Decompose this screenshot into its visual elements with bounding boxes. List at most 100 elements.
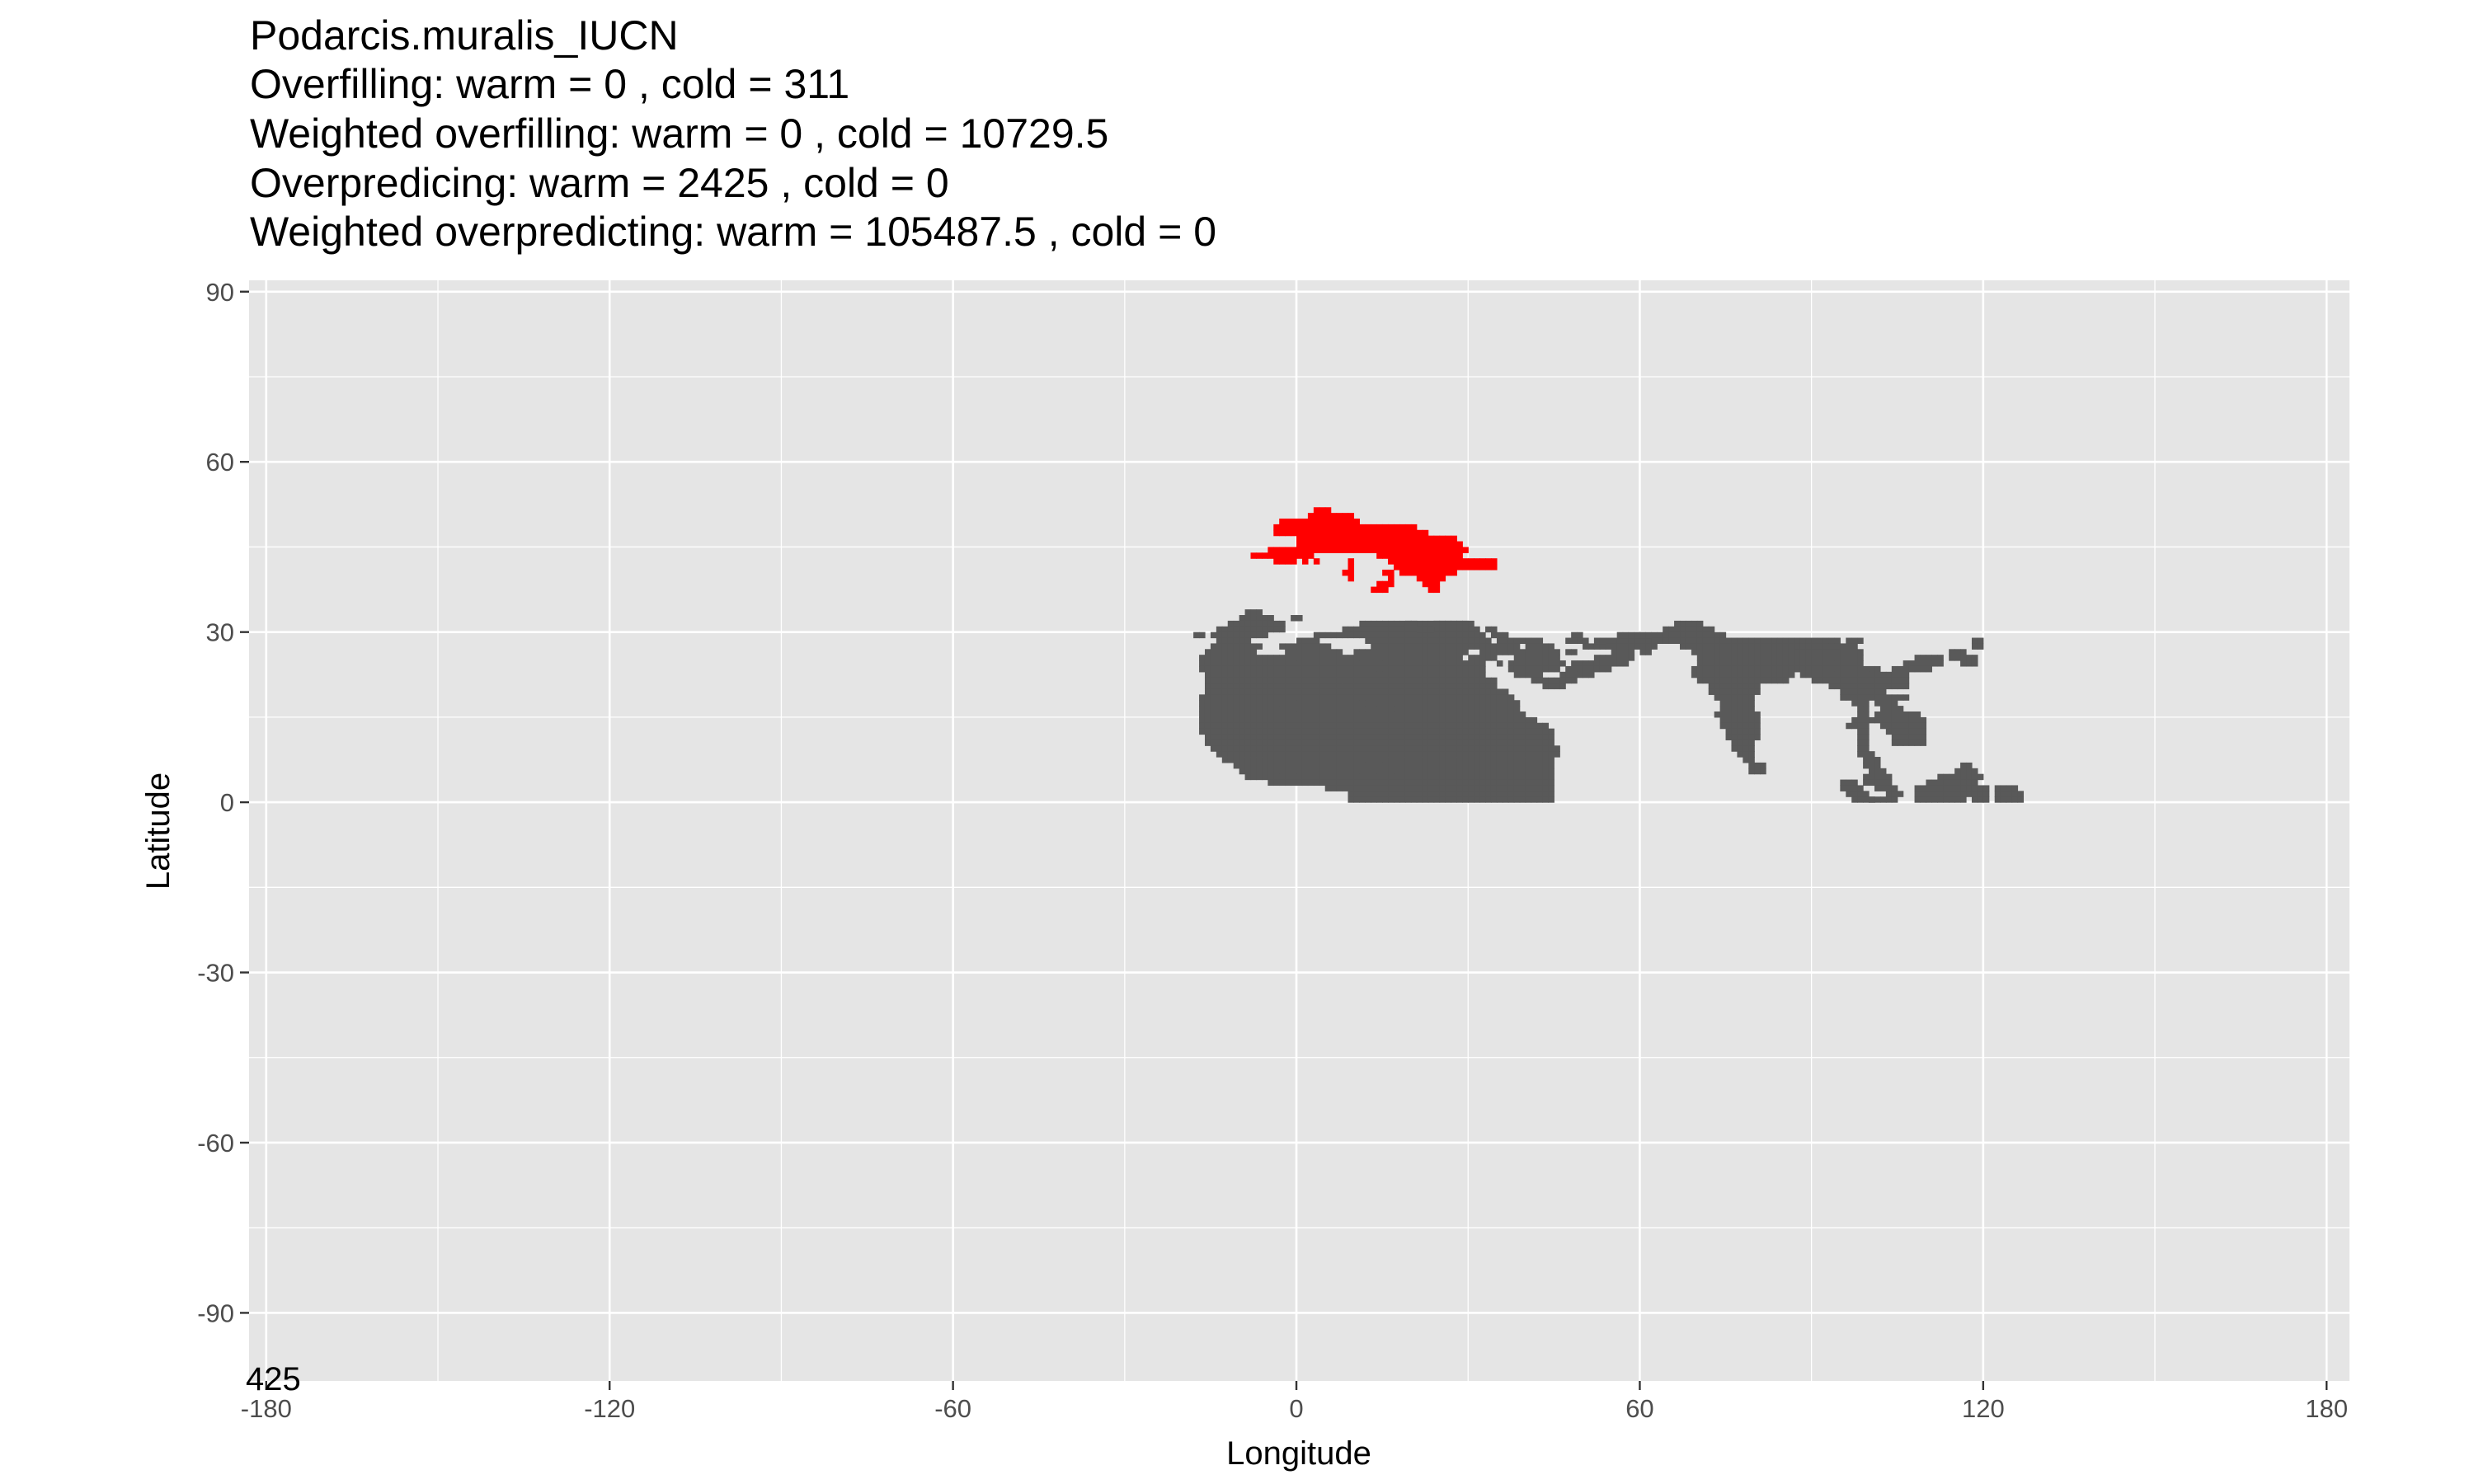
overpredicting-cell [1507,660,1515,667]
overpredicting-cell [1279,779,1286,787]
overpredicting-cell [1250,620,1258,627]
overpredicting-cells [1193,609,2025,803]
overpredicting-cell [1388,751,1395,758]
overpredicting-cell [1737,655,1743,661]
overpredicting-cell [1239,665,1246,673]
overpredicting-cell [1216,722,1223,730]
overpredicting-cell [1502,768,1509,775]
overpredicting-cell [1433,722,1441,730]
overfilling-cell [1330,541,1338,548]
overpredicting-cell [1216,643,1223,650]
overfilling-cell [1485,564,1492,571]
overpredicting-cell [1926,779,1932,787]
overpredicting-cell [1462,768,1469,775]
overpredicting-cell [1301,740,1309,746]
chart-subtitle-overpredicing: Overpredicing: warm = 2425 , cold = 0 [250,160,949,206]
overpredicting-cell [1725,677,1733,684]
overpredicting-cell [1536,649,1544,655]
overfilling-cell [1394,535,1400,542]
overpredicting-cell [1433,773,1441,781]
overpredicting-cell [1914,791,1921,797]
overpredicting-cell [1353,649,1360,655]
overpredicting-cell [1474,785,1480,791]
overpredicting-cell [1811,671,1818,679]
overpredicting-cell [1296,716,1303,724]
overpredicting-cell [1926,785,1932,791]
overpredicting-cell [1702,655,1710,661]
overpredicting-cell [1388,722,1395,730]
overpredicting-cell [1359,688,1366,695]
overfilling-cell [1416,569,1423,576]
overpredicting-cell [1273,773,1280,781]
overpredicting-cell [1439,796,1446,803]
overpredicting-cell [1427,728,1435,735]
overpredicting-cell [1462,740,1469,746]
overpredicting-cell [1897,706,1904,712]
overpredicting-cell [1776,655,1784,661]
overpredicting-cell [1416,683,1423,690]
overpredicting-cell [1760,671,1766,679]
overpredicting-cell [1388,796,1395,803]
overpredicting-cell [1743,728,1749,735]
overpredicting-cell [1359,626,1366,633]
overpredicting-cell [1788,660,1795,667]
overpredicting-cell [1388,626,1395,633]
overpredicting-cell [1291,615,1297,622]
overpredicting-cell [1490,711,1498,718]
overpredicting-cell [1204,740,1211,746]
overfilling-cell [1342,547,1349,553]
overpredicting-cell [1513,779,1521,787]
overpredicting-cell [1262,677,1268,684]
overpredicting-cell [1971,773,1978,781]
overpredicting-cell [1748,706,1755,712]
overpredicting-cell [1943,773,1950,781]
overpredicting-cell [1548,683,1554,690]
overpredicting-cell [1456,665,1463,673]
overpredicting-cell [1244,694,1252,701]
overpredicting-cell [1490,796,1498,803]
overpredicting-cell [1216,660,1223,667]
overpredicting-cell [1256,677,1263,684]
overpredicting-cell [1474,740,1480,746]
overpredicting-cell [1382,785,1389,791]
overpredicting-cell [1227,740,1235,746]
overpredicting-cell [1542,683,1549,690]
overfilling-cell [1313,558,1320,565]
overpredicting-cell [1250,711,1258,718]
overpredicting-cell [1748,716,1755,724]
overpredicting-cell [1330,734,1338,740]
overpredicting-cell [1273,722,1280,730]
overpredicting-cell [1313,768,1320,775]
overpredicting-cell [1680,626,1686,633]
overfilling-cell [1359,547,1366,553]
overpredicting-cell [1954,773,1961,781]
overpredicting-cell [1353,626,1360,633]
overfilling-cell [1416,558,1423,565]
overpredicting-cell [1702,671,1710,679]
overpredicting-cell [1451,711,1457,718]
overpredicting-cell [1388,665,1395,673]
overpredicting-cell [1754,716,1761,724]
overpredicting-cell [1268,677,1274,684]
overpredicting-cell [1782,671,1790,679]
overpredicting-cell [1920,716,1927,724]
overpredicting-cell [1404,740,1412,746]
overpredicting-cell [1273,665,1280,673]
overpredicting-cell [1319,694,1326,701]
overpredicting-cell [1279,740,1286,746]
overpredicting-cell [1548,773,1554,781]
overpredicting-cell [1422,734,1429,740]
overpredicting-cell [1691,665,1698,673]
overpredicting-cell [1404,643,1412,650]
overpredicting-cell [1233,683,1240,690]
overpredicting-cell [1966,655,1973,661]
overfilling-cell [1371,535,1377,542]
overpredicting-cell [1216,740,1223,746]
overpredicting-cell [1485,791,1492,797]
overfilling-cell [1445,552,1452,559]
overfilling-cell [1279,529,1286,537]
overpredicting-cell [1456,711,1463,718]
overfilling-cell [1451,552,1457,559]
overpredicting-cell [1262,745,1268,752]
overpredicting-cell [1342,740,1349,746]
